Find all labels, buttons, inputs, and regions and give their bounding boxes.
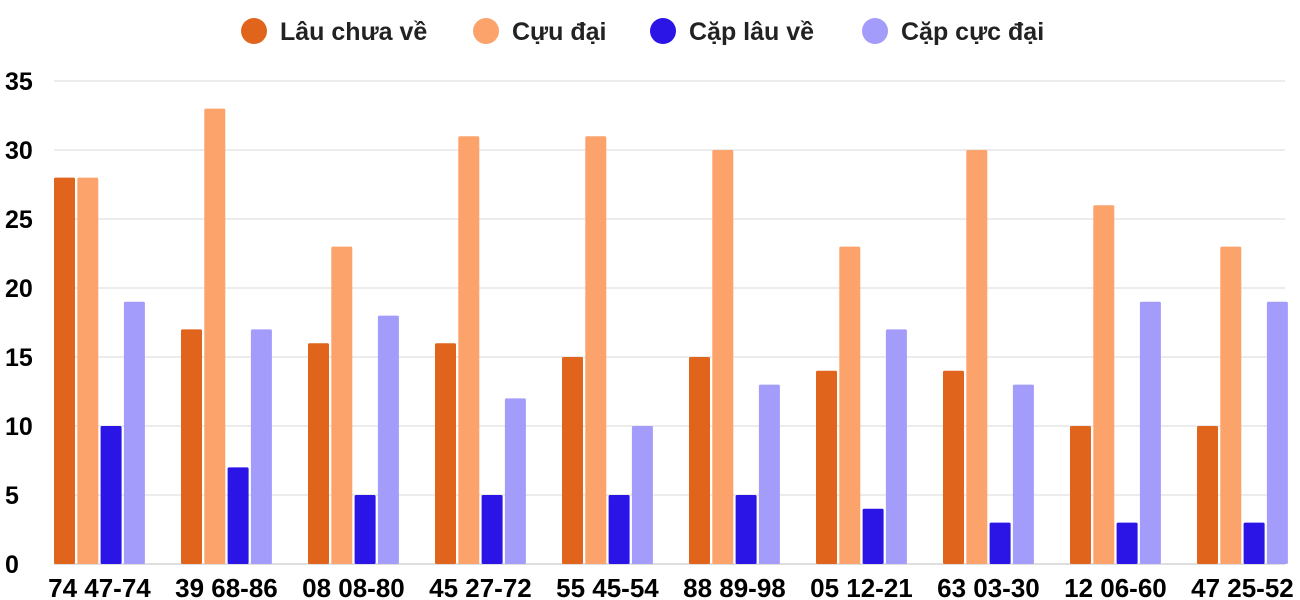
legend-label: Cựu đại	[512, 18, 607, 46]
x-tick-label: 55 45-54	[556, 573, 659, 600]
bar-1	[816, 370, 837, 564]
bar-2	[1093, 205, 1115, 564]
x-tick-label: 88 89-98	[683, 573, 786, 600]
y-axis: 0 5 10 15 20 25 30 35	[5, 68, 33, 579]
y-tick-label: 0	[5, 551, 19, 579]
bar-2	[712, 150, 734, 564]
y-tick-label: 15	[5, 344, 33, 372]
y-tick-label: 25	[5, 206, 33, 234]
bar-4	[1012, 384, 1034, 564]
bar-3	[735, 495, 757, 564]
bar-1	[181, 329, 202, 564]
x-tick-label: 74 47-74	[48, 573, 151, 600]
bar-1	[562, 357, 583, 564]
x-tick-label: 12 06-60	[1064, 573, 1167, 600]
bar-3	[354, 495, 376, 564]
bar-3	[1243, 522, 1265, 564]
bar-2	[77, 177, 99, 564]
bar-4	[1266, 301, 1288, 564]
x-tick-label: 39 68-86	[175, 573, 278, 600]
bar-3	[989, 522, 1011, 564]
y-tick-label: 10	[5, 413, 33, 441]
bar-1	[54, 177, 75, 564]
bar-3	[227, 467, 249, 564]
bar-1	[1197, 426, 1218, 564]
x-tick-label: 47 25-52	[1191, 573, 1294, 600]
bar-3	[481, 495, 503, 564]
x-tick-label: 45 27-72	[429, 573, 532, 600]
y-tick-label: 30	[5, 137, 33, 165]
bar-2	[458, 136, 480, 564]
bar-1	[689, 357, 710, 564]
bar-3	[862, 508, 884, 564]
legend-swatch	[862, 18, 888, 44]
bar-1	[435, 343, 456, 564]
bar-4	[631, 426, 653, 564]
bar-3	[608, 495, 630, 564]
bar-4	[758, 384, 780, 564]
legend-swatch	[473, 18, 499, 44]
legend-label: Cặp cực đại	[901, 18, 1044, 46]
bar-1	[943, 370, 964, 564]
bar-4	[250, 329, 272, 564]
x-tick-label: 08 08-80	[302, 573, 405, 600]
y-tick-label: 20	[5, 275, 33, 303]
bar-4	[377, 315, 399, 564]
bar-1	[1070, 426, 1091, 564]
bar-4	[885, 329, 907, 564]
bar-2	[839, 246, 861, 564]
x-tick-label: 63 03-30	[937, 573, 1040, 600]
bar-4	[123, 301, 145, 564]
chart-bars	[54, 108, 1288, 564]
legend-label: Cặp lâu về	[689, 18, 814, 46]
x-axis: 74 47-74 39 68-86 08 08-80 45 27-72 55 45-54…	[48, 573, 1294, 600]
bar-2	[331, 246, 353, 564]
bar-2	[966, 150, 988, 564]
x-tick-label: 05 12-21	[810, 573, 913, 600]
bar-3	[100, 426, 122, 564]
y-tick-label: 5	[5, 482, 19, 510]
legend-label: Lâu chưa về	[280, 18, 427, 46]
bar-2	[585, 136, 607, 564]
bar-2	[1220, 246, 1242, 564]
legend-swatch	[650, 18, 676, 44]
bar-4	[504, 398, 526, 564]
bar-4	[1139, 301, 1161, 564]
bar-2	[204, 108, 226, 564]
bar-3	[1116, 522, 1138, 564]
bar-1	[308, 343, 329, 564]
legend-swatch	[241, 18, 267, 44]
y-tick-label: 35	[5, 68, 33, 96]
chart-legend: Lâu chưa về Cựu đại Cặp lâu về Cặp cực đại	[241, 18, 1044, 46]
